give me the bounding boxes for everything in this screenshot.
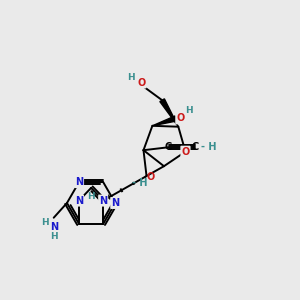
Text: N: N xyxy=(99,196,107,206)
Text: H: H xyxy=(185,106,193,115)
Text: N: N xyxy=(50,222,58,232)
Polygon shape xyxy=(152,116,177,126)
Text: H: H xyxy=(41,218,49,226)
Text: - H: - H xyxy=(200,142,216,152)
Text: N: N xyxy=(111,198,119,208)
Polygon shape xyxy=(160,99,178,127)
Text: O: O xyxy=(181,147,190,157)
Text: H: H xyxy=(128,73,135,82)
Text: - H: - H xyxy=(132,178,148,188)
Text: O: O xyxy=(137,77,146,88)
Text: C: C xyxy=(191,142,199,152)
Text: H: H xyxy=(50,232,58,242)
Text: O: O xyxy=(147,172,155,182)
Text: C: C xyxy=(165,142,172,152)
Text: N: N xyxy=(75,177,83,187)
Text: H: H xyxy=(87,192,95,201)
Text: O: O xyxy=(176,113,184,123)
Text: N: N xyxy=(75,196,83,206)
